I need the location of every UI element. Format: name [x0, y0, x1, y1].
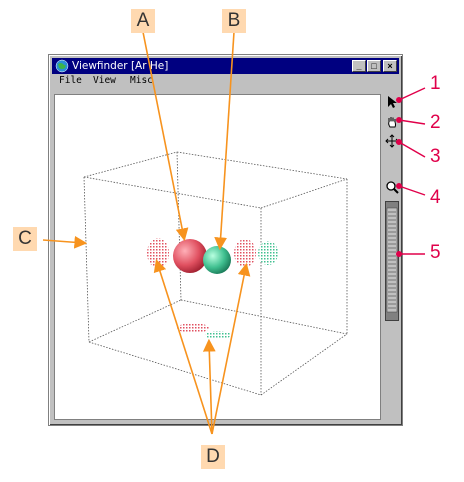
- minimize-button[interactable]: _: [352, 60, 366, 72]
- menu-misc[interactable]: Misc: [130, 75, 153, 86]
- close-button[interactable]: ×: [383, 60, 397, 72]
- 3d-viewport[interactable]: [54, 94, 381, 420]
- callout-c: C: [13, 227, 37, 251]
- arrow-pointer-icon: [388, 96, 397, 108]
- magnifier-icon: [386, 181, 399, 194]
- title-bar[interactable]: Viewfinder [Ar He] _ □ ×: [52, 58, 399, 74]
- callout-a: A: [131, 9, 155, 33]
- crosshair-icon: [385, 134, 399, 148]
- globe-icon: [55, 59, 69, 73]
- hand-tool-button[interactable]: [385, 115, 399, 129]
- move-tool-button[interactable]: [385, 134, 399, 148]
- hand-icon: [388, 117, 396, 128]
- zoom-slider[interactable]: [385, 201, 399, 321]
- menu-view[interactable]: View: [93, 75, 116, 86]
- menu-file[interactable]: File: [59, 75, 82, 86]
- slider-icon: [386, 207, 398, 313]
- viewfinder-window: Viewfinder [Ar He] _ □ × File View Misc: [48, 54, 403, 426]
- callout-5: 5: [430, 242, 441, 263]
- pointer-tool-button[interactable]: [385, 95, 399, 109]
- callout-d: D: [201, 445, 225, 469]
- zoom-tool-button[interactable]: [385, 180, 399, 194]
- callout-3: 3: [430, 146, 441, 167]
- callout-b: B: [222, 9, 246, 33]
- callout-4: 4: [430, 187, 441, 208]
- callout-2: 2: [430, 112, 441, 133]
- menu-bar: File View Misc: [52, 74, 399, 88]
- callout-1: 1: [430, 73, 441, 94]
- window-title: Viewfinder [Ar He]: [72, 60, 169, 72]
- maximize-button[interactable]: □: [367, 60, 381, 72]
